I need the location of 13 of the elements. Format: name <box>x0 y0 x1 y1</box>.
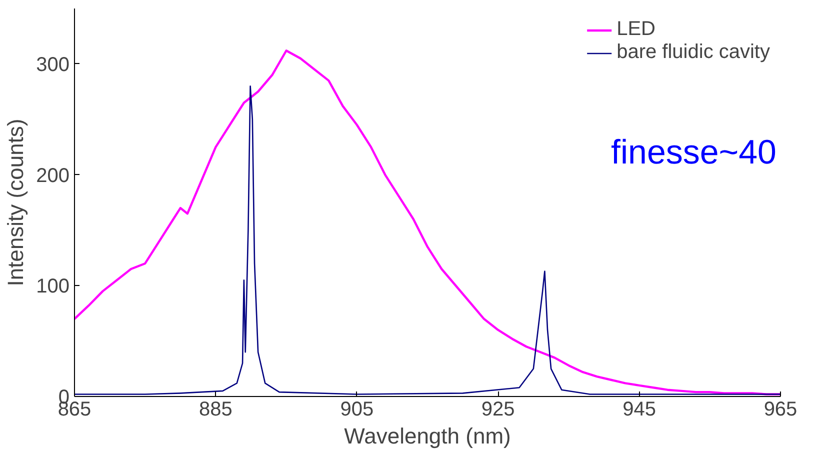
y-tick-label: 200 <box>36 164 70 187</box>
legend-label: bare fluidic cavity <box>616 41 770 64</box>
x-tick-label: 885 <box>199 398 232 420</box>
x-tick-label: 925 <box>481 398 515 420</box>
x-tick-label: 945 <box>622 398 656 420</box>
y-tick-label: 100 <box>36 276 70 298</box>
legend-label: LED <box>616 18 656 41</box>
x-axis-title: Wavelength (nm) <box>344 424 511 448</box>
y-tick-label: 300 <box>36 54 70 76</box>
y-axis-title: Intensity (counts) <box>3 118 28 286</box>
annotation: finesse~40 <box>611 133 776 172</box>
x-tick-label: 965 <box>764 398 798 420</box>
x-tick-label: 905 <box>340 398 374 420</box>
